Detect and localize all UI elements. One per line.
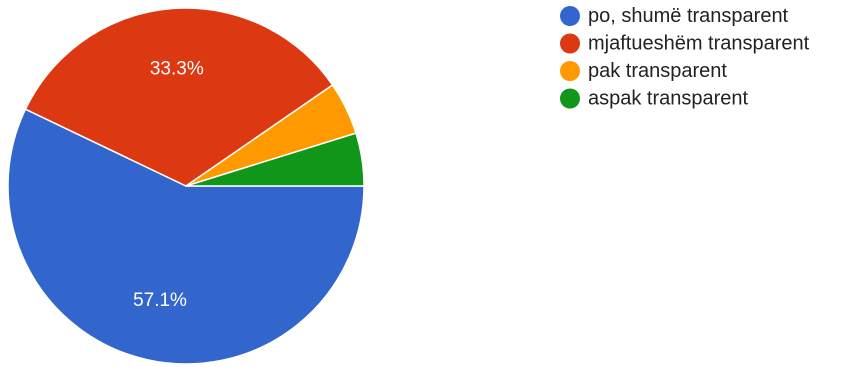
- pie-slices: [7, 7, 365, 365]
- pie-slice-aspak-transparent: [185, 132, 365, 187]
- legend-swatch-mjaftueshem-transparent: [560, 33, 580, 54]
- slice-label-po-shume-transparent: 57.1%: [133, 290, 187, 311]
- pie-slice-mjaftueshem-transparent: [24, 7, 334, 187]
- slice-label-mjaftueshem-transparent: 33.3%: [150, 58, 204, 79]
- legend-label-aspak-transparent: aspak transparent: [588, 88, 749, 110]
- legend-swatch-pak-transparent: [560, 61, 580, 81]
- legend-label-po-shume-transparent: po, shumë transparent: [588, 5, 789, 27]
- legend-item-pak-transparent[interactable]: pak transparent: [560, 60, 727, 82]
- legend-swatch-aspak-transparent: [560, 88, 580, 109]
- legend-label-pak-transparent: pak transparent: [588, 60, 727, 82]
- pie-slice-labels: 57.1% 33.3%: [133, 58, 204, 311]
- legend-item-po-shume-transparent[interactable]: po, shumë transparent: [560, 5, 789, 27]
- legend-item-mjaftueshem-transparent[interactable]: mjaftueshëm transparent: [560, 33, 810, 55]
- legend: po, shumë transparent mjaftueshëm transpa…: [560, 5, 810, 110]
- pie-slice-po-shume-transparent: [7, 108, 365, 365]
- legend-label-mjaftueshem-transparent: mjaftueshëm transparent: [588, 33, 810, 55]
- legend-swatch-po-shume-transparent: [560, 6, 580, 26]
- legend-item-aspak-transparent[interactable]: aspak transparent: [560, 88, 749, 110]
